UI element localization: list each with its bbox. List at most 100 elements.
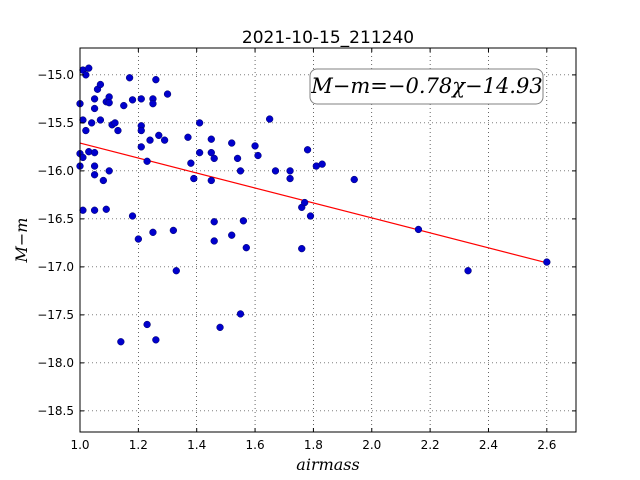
y-tick-label: −18.5 (37, 404, 74, 418)
x-tick-label: 1.6 (246, 438, 265, 452)
x-axis-label: airmass (296, 455, 359, 474)
data-point (128, 96, 137, 104)
data-point (155, 131, 163, 140)
fit-line (79, 142, 547, 264)
data-point (242, 244, 250, 252)
data-point (350, 175, 358, 184)
data-point (187, 159, 195, 167)
data-point (254, 151, 262, 160)
data-point (210, 154, 218, 163)
data-point (271, 167, 280, 175)
data-point (210, 218, 218, 226)
data-point (146, 136, 154, 144)
data-point (195, 148, 204, 157)
data-point (90, 162, 99, 170)
data-point (152, 76, 160, 84)
data-point (79, 153, 87, 162)
data-point (111, 119, 119, 127)
data-point (117, 338, 125, 346)
data-point (96, 116, 105, 124)
data-point (82, 126, 90, 135)
data-point (543, 258, 551, 266)
x-tick-label: 1.2 (129, 438, 148, 452)
data-point (160, 136, 169, 144)
data-point (216, 323, 224, 332)
data-point (172, 267, 180, 275)
data-point (149, 100, 157, 108)
data-point (105, 99, 113, 107)
data-point (228, 139, 236, 147)
data-point (90, 206, 99, 214)
data-point (137, 126, 145, 135)
data-point (318, 160, 326, 168)
data-point (137, 95, 145, 103)
data-point (114, 126, 122, 135)
data-point (149, 228, 157, 236)
data-point (90, 148, 99, 157)
data-point (184, 133, 192, 141)
data-point (90, 104, 99, 113)
data-point (233, 154, 242, 163)
y-tick-label: −18.0 (37, 356, 74, 370)
data-point (207, 176, 215, 185)
x-tick-label: 2.2 (421, 438, 440, 452)
y-axis-label: M−m (12, 218, 31, 264)
data-point (207, 148, 215, 157)
data-point (236, 310, 245, 318)
data-point (236, 167, 245, 175)
data-point (207, 135, 215, 143)
x-tick-label: 2.0 (362, 438, 381, 452)
data-point (152, 336, 160, 344)
data-point (88, 119, 96, 127)
data-point (306, 212, 315, 220)
y-tick-label: −16.0 (37, 164, 74, 178)
data-point (301, 198, 309, 207)
data-point (102, 205, 110, 213)
y-tick-label: −15.5 (37, 116, 74, 130)
y-tick-label: −17.5 (37, 308, 74, 322)
data-point (239, 217, 248, 225)
annotation-box (309, 68, 544, 105)
data-point (210, 237, 218, 245)
data-point (228, 231, 236, 239)
fit-annotation: M−m=−0.78χ−14.93 (309, 68, 544, 105)
data-point (143, 157, 151, 165)
data-point (137, 143, 145, 151)
data-point (190, 174, 198, 183)
x-tick-label: 2.6 (537, 438, 556, 452)
data-point (99, 176, 107, 185)
data-point (85, 64, 93, 72)
data-point (90, 171, 99, 179)
y-tick-label: −15.0 (37, 68, 74, 82)
data-point (134, 235, 143, 243)
x-tick-label: 2.4 (479, 438, 498, 452)
axis-ticks: 1.0 1.2 1.4 1.6 1.8 2.0 2.2 2.4 2.6 −15.0 −15.5 −16… (37, 48, 576, 452)
data-points (76, 64, 551, 346)
data-point (79, 206, 87, 214)
data-point (251, 142, 259, 150)
data-point (195, 119, 204, 127)
y-tick-label: −17.0 (37, 260, 74, 274)
chart-title: 2021-10-15_211240 (242, 28, 414, 48)
plot-frame (79, 47, 577, 433)
grid (79, 48, 576, 432)
data-point (105, 167, 113, 175)
data-point (96, 80, 105, 89)
x-tick-label: 1.8 (304, 438, 323, 452)
data-point (286, 174, 294, 183)
data-point (90, 95, 99, 103)
y-tick-label: −16.5 (37, 212, 74, 226)
fit-equation: M−m=−0.78χ−14.93 (310, 74, 542, 98)
x-tick-label: 1.4 (187, 438, 206, 452)
data-point (265, 115, 274, 123)
data-point (414, 225, 423, 234)
data-point (169, 226, 178, 235)
x-tick-label: 1.0 (70, 438, 89, 452)
data-point (163, 90, 172, 98)
fit-line-group (79, 142, 547, 264)
data-point (128, 212, 137, 220)
data-point (125, 74, 134, 82)
data-point (298, 244, 306, 253)
data-point (464, 267, 472, 275)
